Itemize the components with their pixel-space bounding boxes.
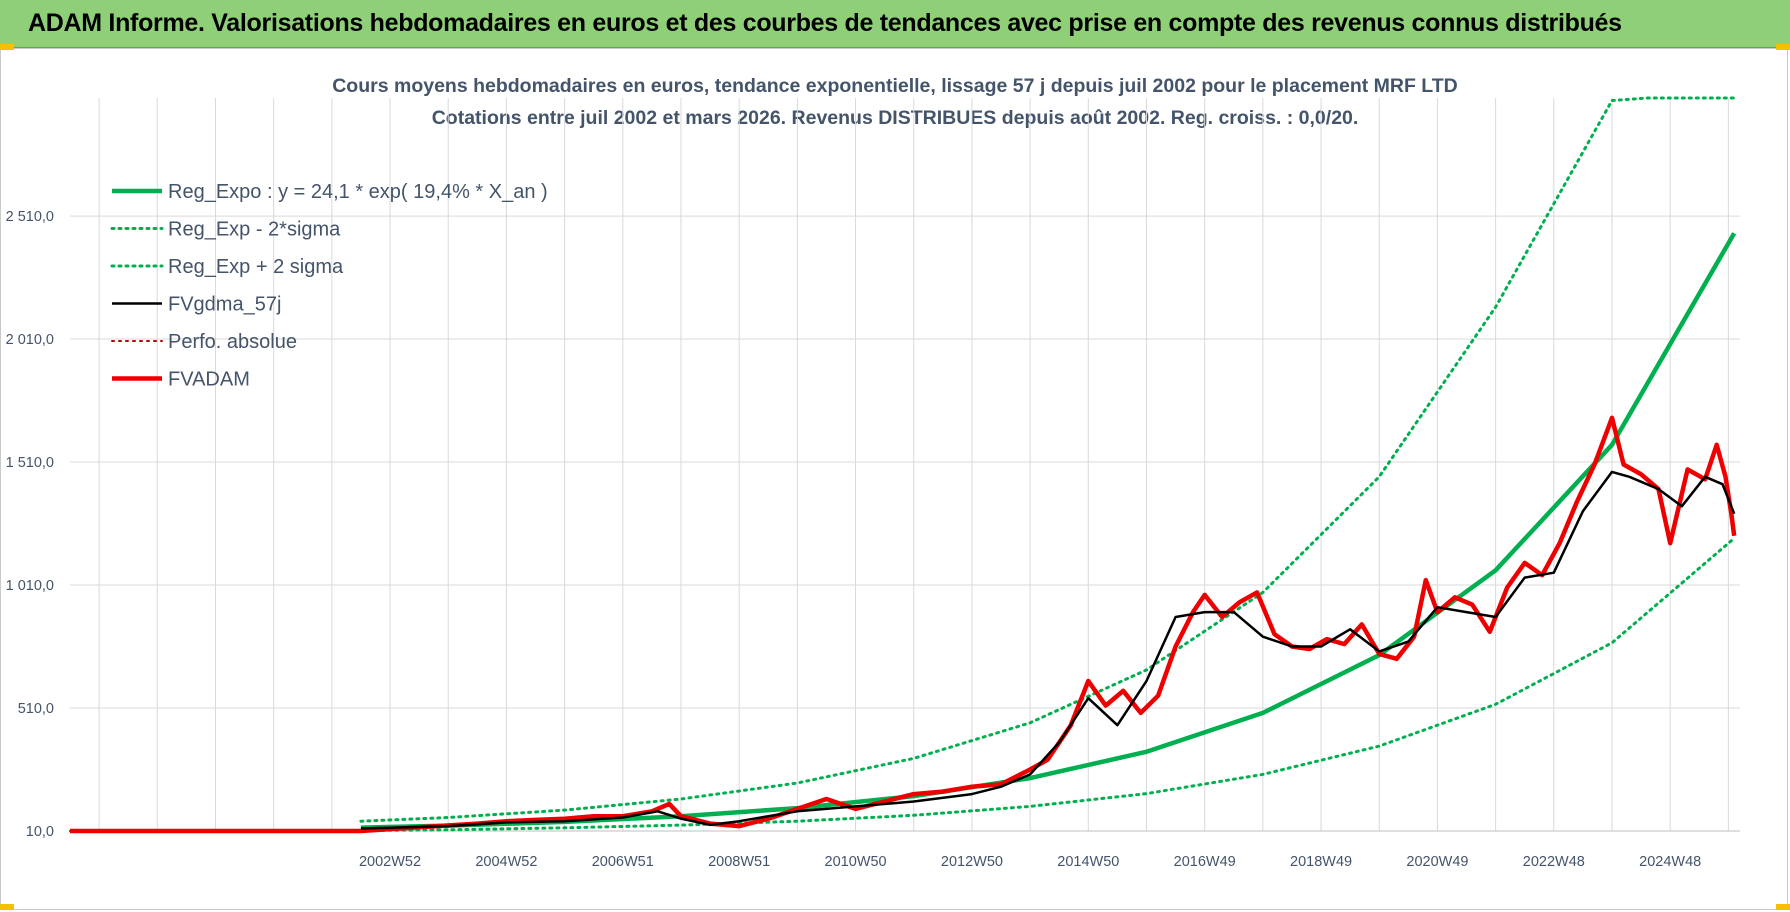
y-tick-label: 510,0 xyxy=(18,701,54,717)
y-tick-label: 1 510,0 xyxy=(6,455,54,471)
series-line-2 xyxy=(359,96,1736,823)
x-tick-label: 2012W50 xyxy=(941,854,1003,870)
series-line-1 xyxy=(359,536,1736,832)
grid xyxy=(70,98,1740,832)
x-tick-label: 2008W51 xyxy=(708,854,770,870)
corner-mark-bottom-left xyxy=(0,904,14,910)
axis-labels: 10,0 510,0 1 010,0 1 510,0 2 010,0 2 510,0 200… xyxy=(6,209,1702,870)
x-tick-label: 2002W52 xyxy=(359,854,421,870)
x-tick-label: 2020W49 xyxy=(1406,854,1468,870)
x-tick-label: 2006W51 xyxy=(592,854,654,870)
banner-title: ADAM Informe. Valorisations hebdomadaire… xyxy=(28,9,1622,37)
chart-frame xyxy=(0,48,1788,910)
series-layer xyxy=(69,96,1737,834)
y-tick-label: 2 010,0 xyxy=(6,332,54,348)
x-tick-label: 2016W49 xyxy=(1174,854,1236,870)
corner-mark-bottom-right xyxy=(1776,904,1790,910)
x-tick-label: 2022W48 xyxy=(1523,854,1585,870)
legend-label: Reg_Exp + 2 sigma xyxy=(168,256,344,278)
chart-subtitle: Cotations entre juil 2002 et mars 2026. … xyxy=(432,107,1359,129)
y-tick-label: 1 010,0 xyxy=(6,578,54,594)
series-line-0 xyxy=(360,232,1737,830)
series-line-5 xyxy=(70,415,1737,834)
y-tick-label: 10,0 xyxy=(26,824,54,840)
legend-label: FVgdma_57j xyxy=(168,294,281,316)
corner-mark-top-left xyxy=(0,44,14,50)
legend: Reg_Expo : y = 24,1 * exp( 19,4% * X_an … xyxy=(110,181,548,391)
legend-label: Reg_Exp - 2*sigma xyxy=(168,219,341,241)
legend-label: Perfo. absolue xyxy=(168,331,297,353)
x-tick-label: 2024W48 xyxy=(1639,854,1701,870)
corner-mark-top-right xyxy=(1776,44,1790,50)
x-tick-label: 2004W52 xyxy=(475,854,537,870)
legend-label: FVADAM xyxy=(168,369,250,391)
series-line-3 xyxy=(360,470,1736,830)
y-tick-label: 2 510,0 xyxy=(6,209,54,225)
title-banner: ADAM Informe. Valorisations hebdomadaire… xyxy=(0,0,1790,48)
legend-label: Reg_Expo : y = 24,1 * exp( 19,4% * X_an … xyxy=(168,181,548,203)
chart-title: Cours moyens hebdomadaires en euros, ten… xyxy=(332,75,1458,97)
x-tick-label: 2014W50 xyxy=(1057,854,1119,870)
x-tick-label: 2018W49 xyxy=(1290,854,1352,870)
x-tick-label: 2010W50 xyxy=(825,854,887,870)
